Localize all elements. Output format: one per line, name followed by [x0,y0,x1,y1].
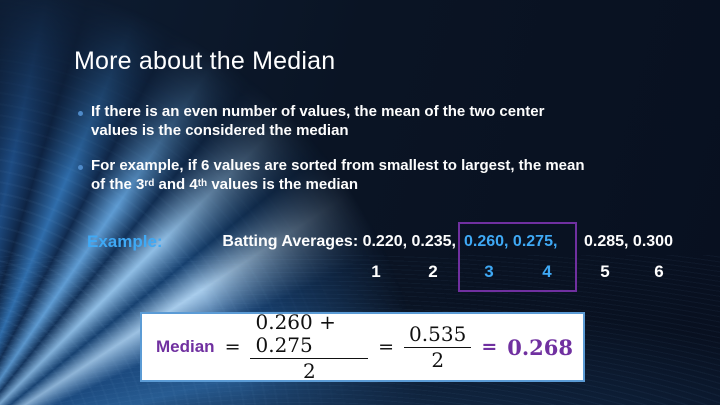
equals-sign: = [481,336,498,358]
bullet-line-text: values is the median [207,176,359,193]
median-pair-outline-box [458,222,577,292]
batting-averages-prefix: Batting Averages: 0.220, 0.235, [222,233,456,250]
example-label: Example: [87,232,163,251]
bullet-marker [78,111,83,116]
batting-averages-suffix: 0.285, 0.300 [584,233,673,250]
median-formula-panel: Median = 0.260 + 0.275 2 = 0.535 2 = 0.2… [140,311,585,383]
bullet-marker [78,165,83,170]
bullet-item-even-values: If there is an even number of values, th… [91,102,544,140]
rank-number-2: 2 [428,262,438,281]
rank-number-3: 3 [484,262,494,281]
ordinal-suffix: rd [144,178,155,189]
bullet-line: of the 3rd and 4th values is the median [91,175,585,194]
bullet-item-six-values: For example, if 6 values are sorted from… [91,156,585,194]
bullet-line-text: and 4 [154,176,198,193]
rank-number-6: 6 [654,262,664,281]
rank-number-5: 5 [600,262,610,281]
equals-sign: = [378,336,395,358]
fraction-numerator: 0.535 [404,322,472,348]
median-result-value: 0.268 [507,334,573,360]
bullet-line-text: of the 3 [91,176,145,193]
rank-number-4: 4 [542,262,552,281]
median-label: Median [156,337,215,356]
equals-sign: = [224,336,241,358]
fraction-sum-over-two: 0.260 + 0.275 2 [250,311,369,383]
fraction-total-over-two: 0.535 2 [404,322,472,372]
bullet-line: For example, if 6 values are sorted from… [91,157,585,174]
page-title: More about the Median [74,47,336,75]
rank-number-1: 1 [371,262,381,281]
bullet-line: values is the considered the median [91,122,349,139]
ordinal-suffix: th [197,178,208,189]
fraction-denominator: 2 [302,359,316,383]
fraction-numerator: 0.260 + 0.275 [250,311,369,359]
center-values-highlight: 0.260, 0.275, [464,233,558,250]
fraction-denominator: 2 [431,347,445,372]
bullet-line: If there is an even number of values, th… [91,103,545,120]
